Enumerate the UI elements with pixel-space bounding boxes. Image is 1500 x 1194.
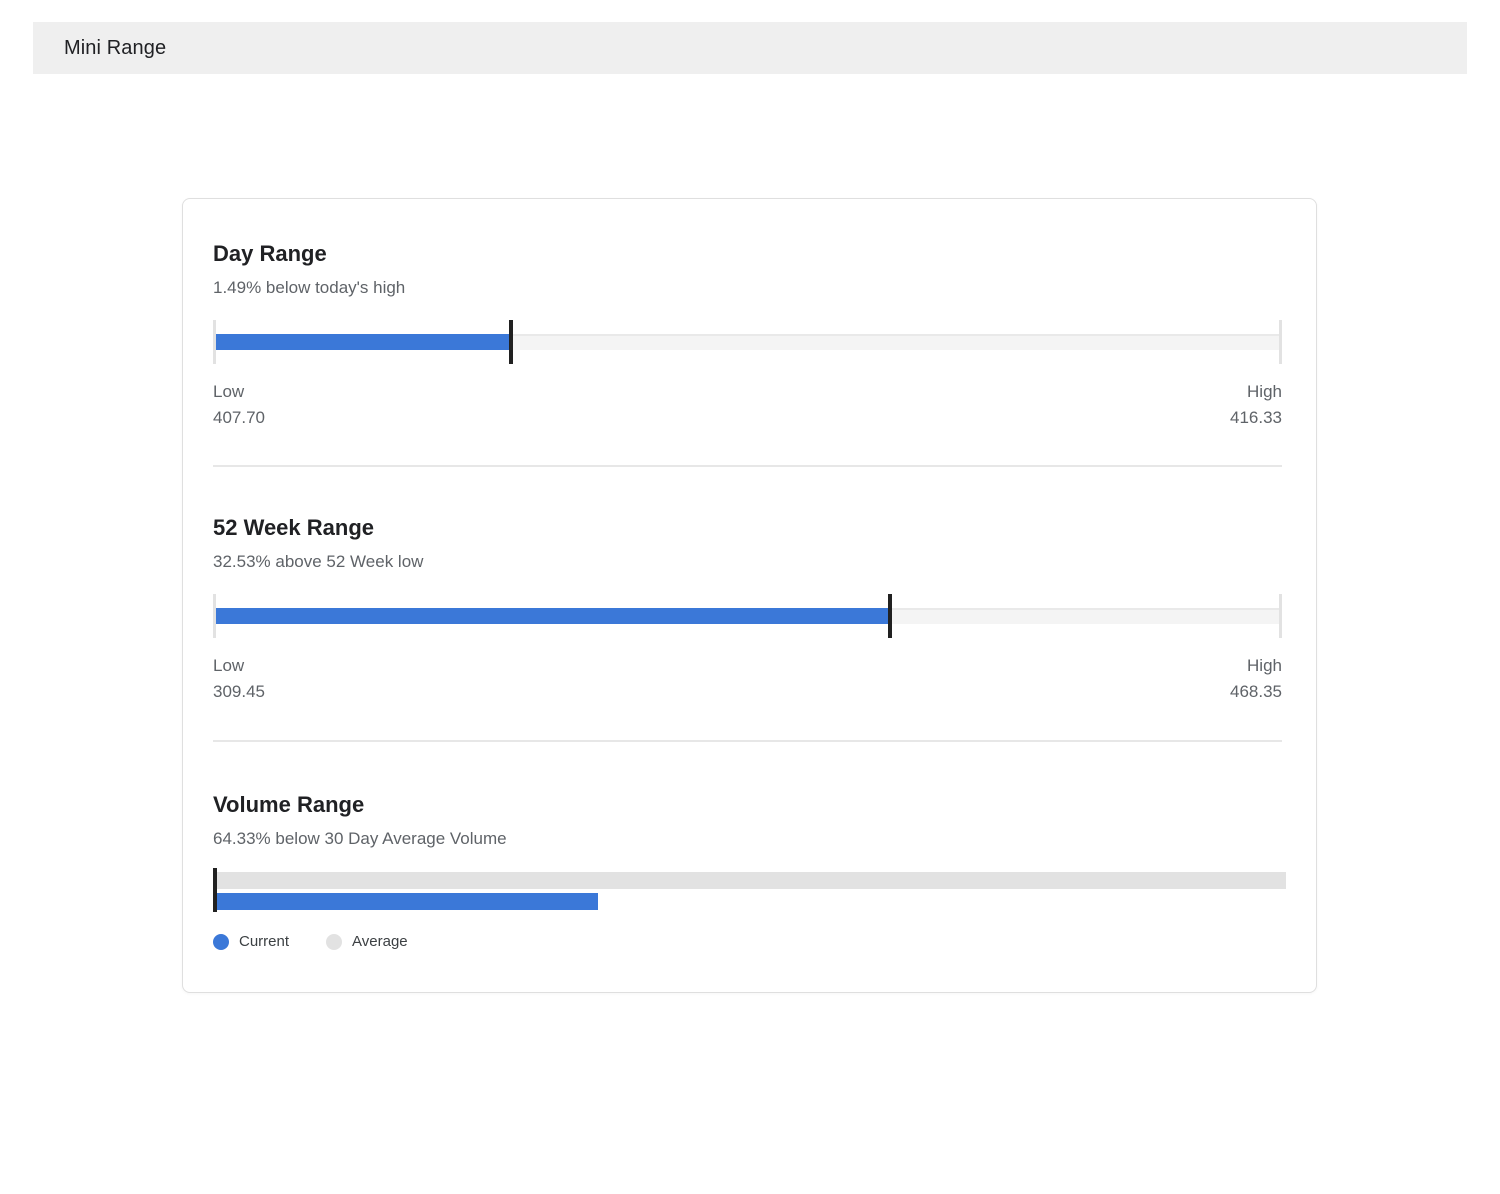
average-legend-dot — [326, 934, 343, 950]
day-range-title: Day Range — [213, 241, 327, 266]
volume-legend: Current Average — [213, 934, 1282, 950]
52-week-range-fill — [213, 608, 890, 624]
day-range-labels: Low 407.70 High 416.33 — [213, 379, 1282, 431]
day-range-current-marker — [509, 320, 514, 364]
volume-range-subtitle: 64.33% below 30 Day Average Volume — [213, 829, 507, 848]
52-week-range-high-tick — [1279, 594, 1282, 638]
day-range-low-tick — [213, 320, 216, 364]
low-label: Low — [213, 382, 245, 401]
volume-zero-marker — [213, 868, 217, 912]
high-value: 416.33 — [1230, 408, 1282, 427]
legend-item-average: Average — [326, 934, 408, 950]
low-value: 407.70 — [213, 408, 265, 427]
current-legend-dot — [213, 934, 229, 950]
high-label: High — [1247, 656, 1282, 675]
mini-range-card: Day Range 1.49% below today's high Low 4… — [182, 198, 1317, 993]
52-week-range-subtitle: 32.53% above 52 Week low — [213, 552, 424, 571]
section-divider — [213, 465, 1282, 467]
section-divider — [213, 740, 1282, 742]
day-range-section: Day Range 1.49% below today's high Low 4… — [213, 199, 1282, 431]
low-value: 309.45 — [213, 682, 265, 701]
52-week-range-labels: Low 309.45 High 468.35 — [213, 653, 1282, 705]
52-week-range-low-group: Low 309.45 — [213, 653, 265, 705]
52-week-range-section: 52 Week Range 32.53% above 52 Week low L… — [213, 467, 1282, 705]
52-week-range-high-group: High 468.35 — [1230, 653, 1282, 705]
day-range-high-tick — [1279, 320, 1282, 364]
legend-item-current: Current — [213, 934, 289, 950]
day-range-fill — [213, 334, 512, 350]
widget-title: Mini Range — [64, 36, 167, 59]
day-range-low-group: Low 407.70 — [213, 379, 265, 431]
average-volume-bar — [217, 872, 1286, 889]
day-range-subtitle: 1.49% below today's high — [213, 278, 406, 297]
52-week-range-low-tick — [213, 594, 216, 638]
52-week-range-title: 52 Week Range — [213, 515, 375, 540]
average-legend-label: Average — [352, 933, 408, 950]
volume-bars — [213, 868, 1286, 912]
high-value: 468.35 — [1230, 682, 1282, 701]
high-label: High — [1247, 382, 1282, 401]
current-legend-label: Current — [239, 933, 290, 950]
52-week-range-bar — [213, 594, 1282, 638]
widget-header: Mini Range — [33, 22, 1467, 74]
52-week-range-current-marker — [887, 594, 892, 638]
current-volume-bar — [217, 893, 598, 910]
day-range-high-group: High 416.33 — [1230, 379, 1282, 431]
volume-range-title: Volume Range — [213, 792, 365, 817]
low-label: Low — [213, 656, 245, 675]
day-range-bar — [213, 320, 1282, 364]
volume-range-section: Volume Range 64.33% below 30 Day Average… — [213, 742, 1286, 950]
